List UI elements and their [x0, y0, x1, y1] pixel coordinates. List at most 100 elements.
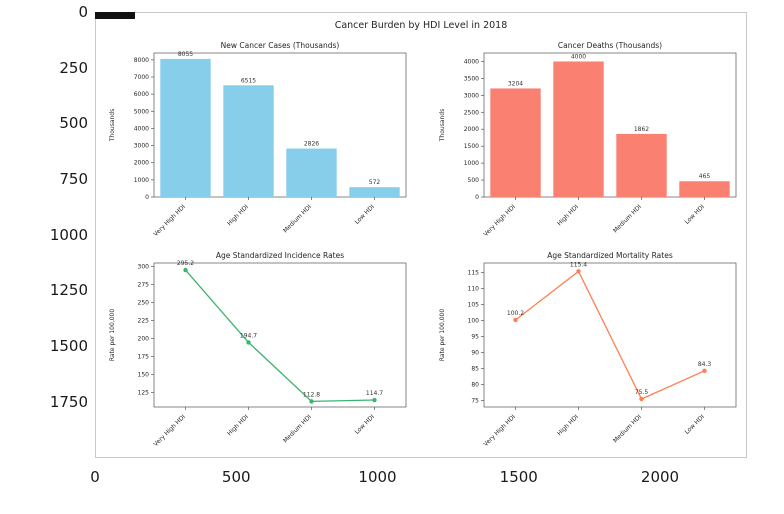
subplot-title: Age Standardized Mortality Rates [547, 251, 673, 260]
y-tick-label: 1500 [464, 143, 479, 150]
subplot-cancer-deaths: Cancer Deaths (Thousands) Thousands 0 500 10… [439, 41, 737, 238]
bar [553, 61, 604, 198]
bar-value-label: 4000 [571, 53, 586, 60]
point-value-label: 114.7 [366, 390, 383, 397]
x-tick-label: Low HDI [684, 203, 707, 226]
y-tick-label: 0 [145, 194, 149, 201]
point-value-label: 100.2 [507, 310, 524, 317]
outer-y-tick-label: 1250 [49, 281, 88, 300]
data-point-marker [183, 267, 188, 273]
bar-value-label: 3204 [508, 80, 523, 87]
x-tick-label: Very High HDI [152, 413, 187, 448]
y-tick-label: 250 [138, 300, 150, 307]
y-tick-label: 8000 [134, 57, 149, 64]
y-tick-label: 105 [468, 302, 480, 309]
outer-x-tick-label: 0 [90, 468, 100, 486]
x-tick-label: High HDI [556, 203, 580, 227]
y-tick-label: 6000 [134, 91, 149, 98]
subplot-new-cancer-cases: New Cancer Cases (Thousands) Thousands 0 10… [109, 41, 407, 238]
outer-y-tick-label: 1750 [49, 392, 88, 411]
outer-y-tick-label: 1500 [49, 336, 88, 355]
bar [286, 148, 337, 197]
y-tick-label: 3000 [464, 92, 479, 99]
outer-y-tick-label: 750 [59, 169, 88, 188]
y-tick-label: 2500 [464, 109, 479, 116]
y-tick-label: 175 [138, 354, 150, 361]
outer-x-tick-label: 2000 [640, 468, 680, 486]
y-tick-label: 4000 [134, 125, 149, 132]
y-tick-label: 125 [138, 390, 150, 397]
y-tick-label: 500 [468, 177, 480, 184]
y-tick-label: 95 [471, 334, 479, 341]
x-tick-label: Very High HDI [482, 413, 517, 448]
outer-y-tick-label: 250 [59, 58, 88, 77]
bar-value-label: 6515 [241, 77, 256, 84]
y-tick-label: 225 [138, 318, 150, 325]
y-axis-label: Thousands [109, 109, 116, 142]
bar-value-label: 465 [699, 173, 711, 180]
screenshot-artifact [95, 12, 135, 19]
x-tick-label: Medium HDI [282, 203, 313, 234]
line-series [185, 269, 375, 403]
bar-value-label: 8055 [178, 51, 193, 58]
outer-y-tick-label: 1000 [49, 225, 88, 244]
data-point-marker [702, 368, 707, 374]
bar [160, 58, 211, 198]
x-tick-label: Low HDI [684, 413, 707, 436]
outer-y-tick-label: 0 [78, 3, 88, 21]
y-tick-label: 150 [138, 372, 150, 379]
point-value-label: 295.2 [177, 260, 194, 267]
embedded-figure-image: Cancer Burden by HDI Level in 2018 New C… [95, 12, 747, 458]
y-tick-label: 200 [138, 336, 150, 343]
x-tick-label: Medium HDI [612, 203, 643, 234]
plot-frame [483, 52, 737, 198]
subplot-title: Cancer Deaths (Thousands) [558, 41, 662, 50]
x-tick-label: High HDI [226, 413, 250, 437]
x-tick-label: High HDI [226, 203, 250, 227]
bar [616, 133, 667, 197]
data-point-marker [639, 396, 644, 402]
point-value-label: 75.5 [635, 389, 649, 396]
plot-frame [153, 262, 407, 408]
y-tick-label: 3500 [464, 75, 479, 82]
y-tick-label: 85 [471, 366, 479, 373]
point-value-label: 112.8 [303, 391, 320, 398]
point-value-label: 115.4 [570, 261, 587, 268]
y-tick-label: 275 [138, 282, 150, 289]
y-tick-label: 110 [468, 286, 480, 293]
y-axis-label: Rate per 100,000 [439, 309, 446, 362]
plot-frame [483, 262, 737, 408]
subplot-mortality-rates: Age Standardized Mortality Rates Rate per… [439, 251, 737, 448]
bar [679, 181, 730, 197]
y-tick-label: 90 [471, 350, 479, 357]
y-tick-label: 4000 [464, 58, 479, 65]
y-tick-label: 1000 [134, 177, 149, 184]
figure-title: Cancer Burden by HDI Level in 2018 [334, 20, 508, 31]
y-tick-label: 5000 [134, 108, 149, 115]
y-tick-label: 3000 [134, 143, 149, 150]
bar [349, 187, 400, 197]
outer-x-tick-label: 500 [221, 468, 251, 486]
bar [490, 88, 541, 197]
bar-value-label: 572 [369, 179, 381, 186]
x-tick-label: Low HDI [354, 203, 377, 226]
data-point-marker [246, 340, 251, 345]
x-tick-label: Very High HDI [482, 203, 517, 238]
bar-value-label: 2826 [304, 141, 319, 148]
line-series [515, 270, 705, 400]
y-tick-label: 80 [471, 382, 479, 389]
y-tick-label: 2000 [464, 126, 479, 133]
data-point-marker [372, 397, 377, 403]
point-value-label: 194.7 [240, 332, 257, 339]
y-axis-label: Rate per 100,000 [109, 309, 116, 362]
x-tick-label: High HDI [556, 413, 580, 437]
y-tick-label: 7000 [134, 74, 149, 81]
y-tick-label: 100 [468, 318, 480, 325]
subplot-incidence-rates: Age Standardized Incidence Rates Rate per… [109, 251, 407, 448]
y-tick-label: 115 [468, 270, 480, 277]
y-tick-label: 300 [138, 264, 150, 271]
y-axis-label: Thousands [439, 109, 446, 142]
outer-y-tick-label: 500 [59, 114, 88, 133]
y-tick-label: 1000 [464, 160, 479, 167]
